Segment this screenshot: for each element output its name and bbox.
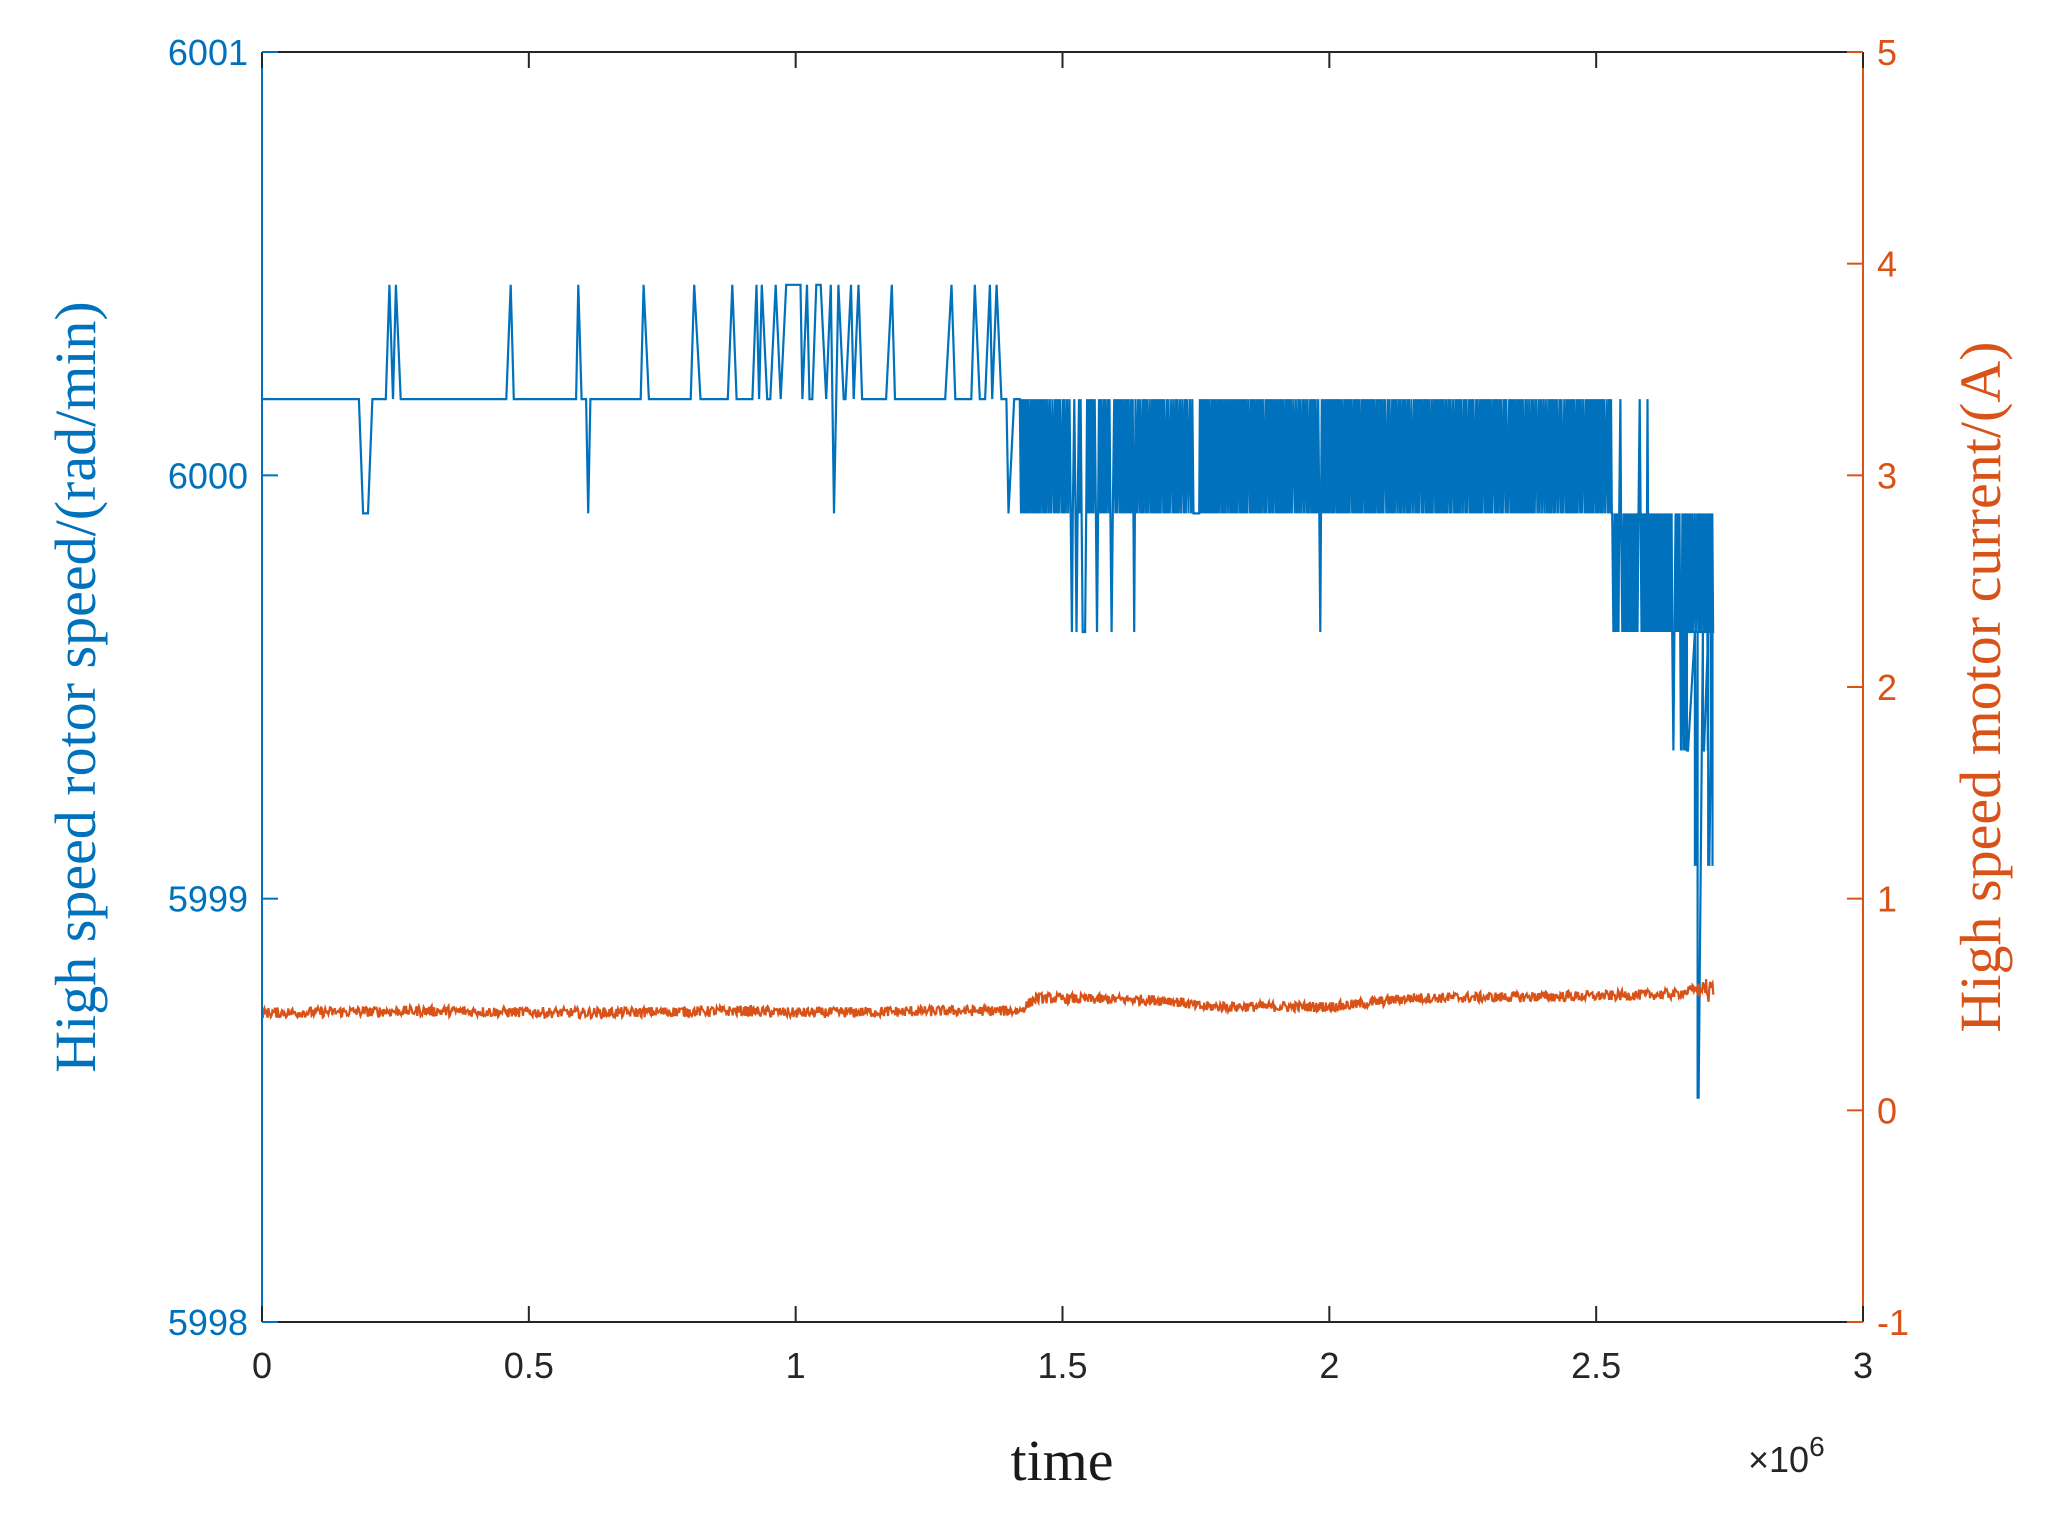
x-exponent-base: ×10: [1748, 1439, 1809, 1480]
y-right-tick-label: 4: [1877, 244, 1897, 285]
y-left-axis-label: High speed rotor speed/(rad/min): [43, 301, 108, 1073]
y-left-tick-label: 6000: [168, 455, 248, 496]
y-left-tick-label: 5998: [168, 1302, 248, 1343]
y-right-tick-label: 5: [1877, 32, 1897, 73]
series-rotor-speed-line: [262, 283, 1715, 1099]
x-exponent-power: 6: [1809, 1431, 1825, 1462]
x-tick-label: 1: [786, 1345, 806, 1386]
y-right-tick-label: -1: [1877, 1302, 1909, 1343]
series-motor-current-line: [262, 979, 1715, 1021]
y-right-axis-label: High speed motor current/(A): [1948, 342, 2013, 1033]
y-right-tick-label: 1: [1877, 879, 1897, 920]
x-tick-label: 0.5: [504, 1345, 554, 1386]
x-tick-label: 0: [252, 1345, 272, 1386]
ticks-layer: 0 0.5 1 1.5 2 2.5 3 5998 5999 6000 6001 -1 0 1 2 3 4 5: [168, 32, 1909, 1386]
y-left-tick-label: 6001: [168, 32, 248, 73]
y-right-tick-label: 3: [1877, 455, 1897, 496]
x-tick-label: 2.5: [1571, 1345, 1621, 1386]
series-layer: [262, 283, 1715, 1099]
y-right-tick-label: 2: [1877, 667, 1897, 708]
x-tick-label: 1.5: [1037, 1345, 1087, 1386]
axes-layer: [261, 51, 1864, 1323]
y-left-tick-label: 5999: [168, 879, 248, 920]
x-exponent-label: ×106: [1748, 1431, 1825, 1480]
x-tick-label: 2: [1319, 1345, 1339, 1386]
x-axis-label: time: [1010, 1428, 1113, 1493]
x-tick-label: 3: [1853, 1345, 1873, 1386]
y-right-tick-label: 0: [1877, 1090, 1897, 1131]
